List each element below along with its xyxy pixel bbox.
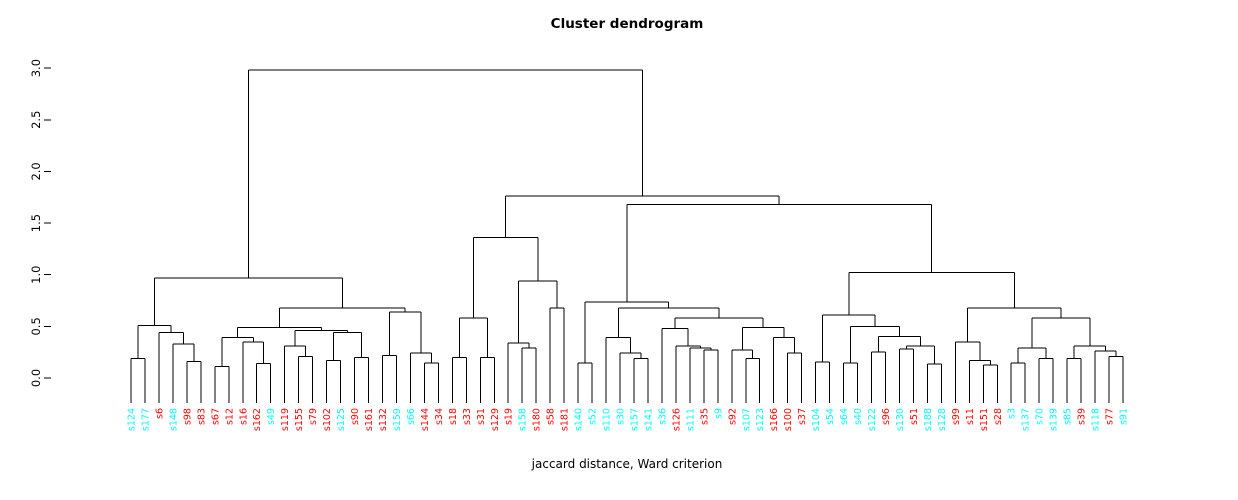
- leaf-label: s107: [741, 408, 752, 431]
- leaf-label: s137: [1021, 408, 1032, 431]
- leaf-label: s155: [294, 408, 305, 431]
- leaf-label: s58: [546, 408, 557, 425]
- leaf-label: s99: [951, 408, 962, 425]
- leaf-label: s40: [853, 408, 864, 425]
- leaf-label: s33: [462, 408, 473, 425]
- leaf-label: s92: [727, 408, 738, 425]
- leaf-label: s34: [434, 408, 445, 425]
- leaf-label: s54: [825, 408, 836, 425]
- leaf-label: s100: [783, 408, 794, 431]
- leaf-label: s51: [909, 408, 920, 425]
- leaf-label: s3: [1007, 408, 1018, 419]
- chart-title: Cluster dendrogram: [550, 16, 704, 32]
- y-tick-label: 2.5: [29, 111, 43, 129]
- leaf-label: s104: [811, 408, 822, 431]
- leaf-label: s79: [308, 408, 319, 425]
- y-axis: 0.0 0.5 1.0 1.5 2.0 2.5 3.0: [29, 59, 51, 387]
- leaf-label: s77: [1105, 408, 1116, 425]
- leaf-label: s18: [448, 408, 459, 425]
- y-tick-label: 3.0: [29, 59, 43, 77]
- leaf-label: s159: [392, 408, 403, 431]
- leaf-label: s141: [643, 408, 654, 431]
- leaf-label: s119: [280, 408, 291, 431]
- dendrogram-tree: [130, 69, 1124, 403]
- leaf-label: s36: [657, 408, 668, 425]
- leaf-label: s66: [406, 408, 417, 425]
- leaf-label: s122: [867, 408, 878, 431]
- leaf-label: s64: [839, 408, 850, 425]
- y-tick-label: 1.0: [29, 266, 43, 284]
- leaf-label: s111: [685, 408, 696, 431]
- leaf-label: s67: [210, 408, 221, 425]
- leaf-label: s85: [1063, 408, 1074, 425]
- leaf-label: s132: [378, 408, 389, 431]
- leaf-label: s125: [336, 408, 347, 431]
- leaf-label: s91: [1119, 408, 1130, 425]
- leaf-label: s12: [224, 408, 235, 425]
- leaf-label: s139: [1049, 408, 1060, 431]
- leaf-label: s6: [154, 408, 165, 419]
- leaf-label: s166: [769, 408, 780, 431]
- leaf-label: s181: [560, 408, 571, 431]
- leaf-label: s140: [574, 408, 585, 431]
- leaf-label: s11: [965, 408, 976, 425]
- leaf-label: s177: [140, 408, 151, 431]
- y-tick-label: 0.0: [29, 369, 43, 387]
- leaf-label: s188: [923, 408, 934, 431]
- leaf-label: s144: [420, 408, 431, 431]
- leaf-labels: s124 s177 s6 s148 s98 s83 s67 s12 s16 s162 s49 s119…: [127, 408, 1130, 431]
- leaf-label: s128: [937, 408, 948, 431]
- leaf-label: s16: [238, 408, 249, 425]
- leaf-label: s118: [1091, 408, 1102, 431]
- leaf-label: s52: [588, 408, 599, 425]
- leaf-label: s124: [127, 408, 138, 431]
- y-tick-label: 2.0: [29, 162, 43, 180]
- leaf-label: s28: [993, 408, 1004, 425]
- leaf-label: s158: [518, 408, 529, 431]
- leaf-label: s151: [979, 408, 990, 431]
- leaf-label: s9: [713, 408, 724, 419]
- leaf-label: s110: [602, 408, 613, 431]
- leaf-label: s102: [322, 408, 333, 431]
- leaf-label: s37: [797, 408, 808, 425]
- leaf-label: s98: [182, 408, 193, 425]
- leaf-label: s123: [755, 408, 766, 431]
- y-tick-label: 0.5: [29, 317, 43, 335]
- leaf-label: s39: [1077, 408, 1088, 425]
- leaf-label: s35: [699, 408, 710, 425]
- leaf-label: s83: [196, 408, 207, 425]
- leaf-label: s70: [1035, 408, 1046, 425]
- leaf-label: s90: [350, 408, 361, 425]
- leaf-label: s126: [671, 408, 682, 431]
- leaf-label: s31: [476, 408, 487, 425]
- leaf-label: s30: [616, 408, 627, 425]
- leaf-label: s96: [881, 408, 892, 425]
- y-tick-label: 1.5: [29, 214, 43, 232]
- leaf-label: s162: [252, 408, 263, 431]
- leaf-label: s148: [168, 408, 179, 431]
- leaf-label: s180: [532, 408, 543, 431]
- x-axis-label: jaccard distance, Ward criterion: [531, 457, 723, 471]
- leaf-label: s157: [629, 408, 640, 431]
- leaf-label: s130: [895, 408, 906, 431]
- leaf-label: s161: [364, 408, 375, 431]
- leaf-label: s129: [490, 408, 501, 431]
- leaf-label: s19: [504, 408, 515, 425]
- leaf-label: s49: [266, 408, 277, 425]
